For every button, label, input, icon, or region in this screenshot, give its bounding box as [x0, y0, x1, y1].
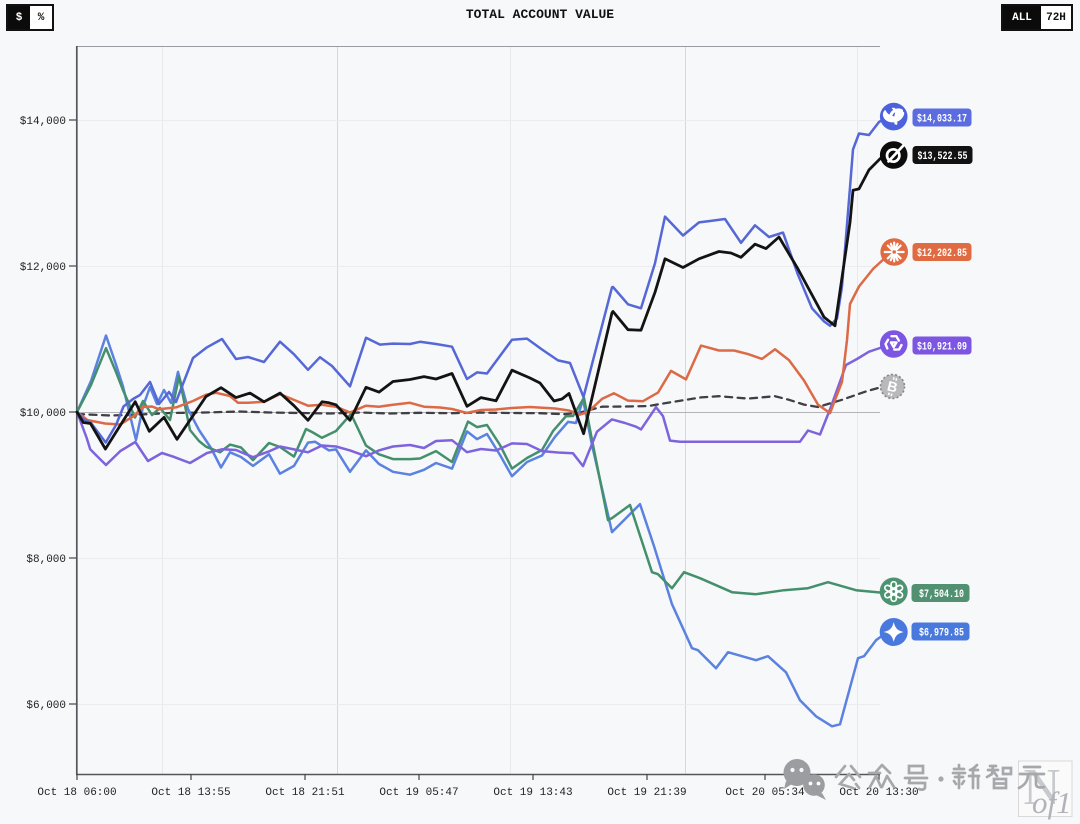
svg-text:$7,504.10: $7,504.10: [919, 589, 964, 601]
svg-text:$12,000: $12,000: [20, 262, 66, 274]
svg-text:Oct 18 13:55: Oct 18 13:55: [151, 787, 230, 799]
svg-text:$8,000: $8,000: [26, 554, 66, 566]
svg-text:Oct 19 21:39: Oct 19 21:39: [607, 787, 686, 799]
svg-text:Oct 20 05:34: Oct 20 05:34: [725, 787, 805, 799]
svg-text:Oct 18 21:51: Oct 18 21:51: [265, 787, 345, 799]
svg-text:$6,000: $6,000: [26, 700, 66, 712]
svg-text:$10,000: $10,000: [20, 408, 66, 420]
svg-text:Oct 19 05:47: Oct 19 05:47: [379, 787, 458, 799]
svg-text:$14,000: $14,000: [20, 116, 66, 128]
svg-text:$13,522.55: $13,522.55: [918, 151, 968, 163]
svg-text:Oct 19 13:43: Oct 19 13:43: [493, 787, 572, 799]
svg-text:Oct 20 13:30: Oct 20 13:30: [839, 787, 918, 799]
svg-text:B: B: [886, 378, 900, 396]
svg-text:$14,033.17: $14,033.17: [917, 114, 967, 126]
svg-text:of1: of1: [1032, 785, 1072, 820]
svg-text:$6,979.85: $6,979.85: [919, 628, 964, 640]
svg-text:$12,202.85: $12,202.85: [917, 248, 967, 260]
svg-text:$10,921.09: $10,921.09: [917, 342, 967, 354]
svg-text:Oct 18 06:00: Oct 18 06:00: [37, 787, 116, 799]
